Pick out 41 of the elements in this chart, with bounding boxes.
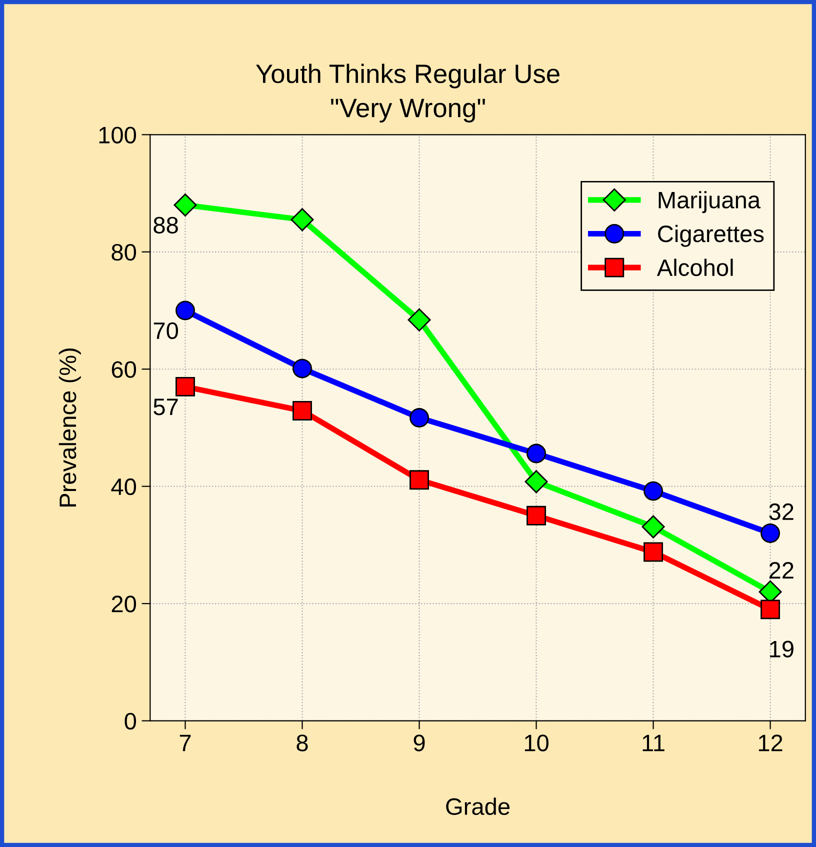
data-label: 19 <box>770 640 794 658</box>
x-axis-title: Grade <box>446 798 510 816</box>
x-tick-label: 11 <box>642 734 664 752</box>
legend-label: Alcohol <box>656 258 733 276</box>
point <box>408 308 431 332</box>
point <box>524 470 548 494</box>
x-tick-label: 10 <box>524 734 548 752</box>
point <box>176 376 195 396</box>
data-label: 70 <box>154 322 178 340</box>
point <box>290 208 314 232</box>
point <box>526 506 546 526</box>
y-tick-label: 40 <box>111 478 136 496</box>
point <box>174 194 197 217</box>
data-label: 88 <box>154 216 178 234</box>
point <box>644 481 664 501</box>
y-tick-label: 60 <box>112 361 136 378</box>
legend-label: Cigarettes <box>658 224 764 247</box>
point <box>292 358 312 378</box>
y-tick-label: 80 <box>112 244 136 261</box>
y-tick-label: 0 <box>124 712 136 730</box>
chart-title: Youth Thinks Regular Use "Very Wrong" <box>256 64 560 123</box>
y-axis-title: Prevalence (%) <box>58 348 81 506</box>
y-tick-label: 20 <box>112 596 136 612</box>
y-tick-label: 100 <box>99 126 136 144</box>
x-tick-label: 8 <box>296 734 308 752</box>
point <box>760 600 780 620</box>
point <box>642 515 665 538</box>
point <box>410 408 429 428</box>
x-tick-label: 9 <box>414 734 425 752</box>
legend-label: Marijuana <box>658 191 761 214</box>
data-label: 57 <box>154 398 178 416</box>
data-label: 22 <box>769 562 794 579</box>
point <box>526 444 546 464</box>
point <box>760 524 780 543</box>
x-tick-label: 12 <box>758 734 782 752</box>
x-tick-label: 7 <box>180 734 191 752</box>
point <box>176 300 195 320</box>
point <box>292 401 312 420</box>
data-label: 32 <box>769 503 794 520</box>
point <box>410 470 429 490</box>
point <box>644 542 664 562</box>
